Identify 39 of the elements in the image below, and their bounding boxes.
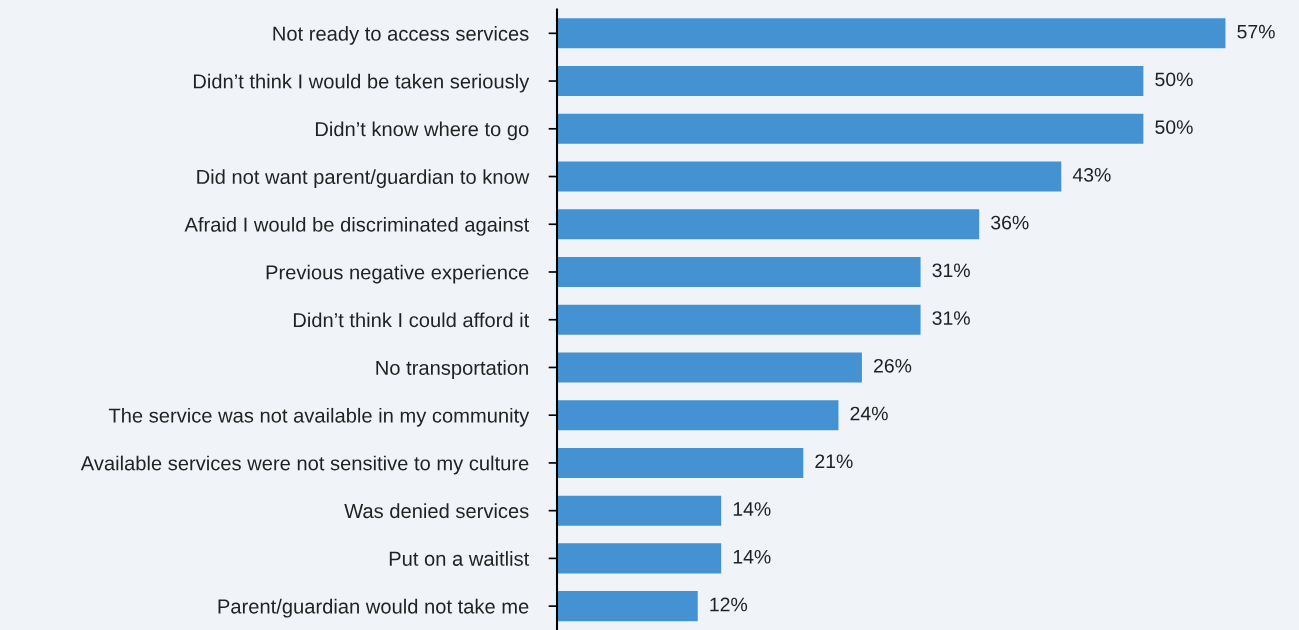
data-label: 14% (733, 549, 771, 564)
data-label: 31% (932, 263, 970, 278)
bar (557, 352, 862, 383)
bar (557, 495, 722, 526)
bar (557, 447, 804, 478)
bar (557, 256, 921, 288)
data-label: 26% (874, 358, 912, 373)
data-label: 21% (815, 454, 853, 469)
y-tick-label: Did not want parent/guardian to know (197, 169, 530, 188)
data-label: 50% (1155, 120, 1193, 135)
data-label: 36% (991, 215, 1029, 230)
bar (557, 304, 921, 335)
y-tick-label: Available services were not sensitive to my culture (80, 455, 529, 475)
y-tick-label: Didn’t think I would be taken seriously (193, 73, 530, 93)
y-tick-label: The service was not available in my community (108, 407, 530, 427)
bar (557, 209, 980, 240)
data-label: 57% (1237, 24, 1275, 39)
y-tick-label: Previous negative experience (266, 264, 529, 284)
y-tick-label: Didn’t know where to go (315, 121, 529, 141)
data-label: 31% (932, 311, 970, 325)
y-tick-label: Not ready to access services (273, 26, 529, 45)
data-label: 14% (733, 502, 771, 516)
data-label: 50% (1155, 72, 1193, 87)
y-tick-label: Afraid I would be discriminated against (184, 216, 530, 236)
data-label: 43% (1072, 167, 1111, 182)
bar (557, 161, 1062, 192)
y-tick-label: Put on a waitlist (389, 551, 530, 566)
y-tick-label: Parent/guardian would not take me (218, 598, 529, 618)
bar (557, 591, 698, 622)
data-label: 12% (710, 597, 748, 612)
bar (557, 400, 839, 431)
y-tick-label: No transportation (376, 360, 528, 379)
y-tick-label: Was denied services (344, 503, 529, 519)
bar (557, 18, 1226, 49)
data-label: 24% (850, 406, 888, 421)
bar (557, 113, 1144, 144)
y-tick-label: Didn’t think I could afford it (293, 312, 530, 328)
bar (557, 543, 722, 574)
bar (557, 66, 1144, 97)
